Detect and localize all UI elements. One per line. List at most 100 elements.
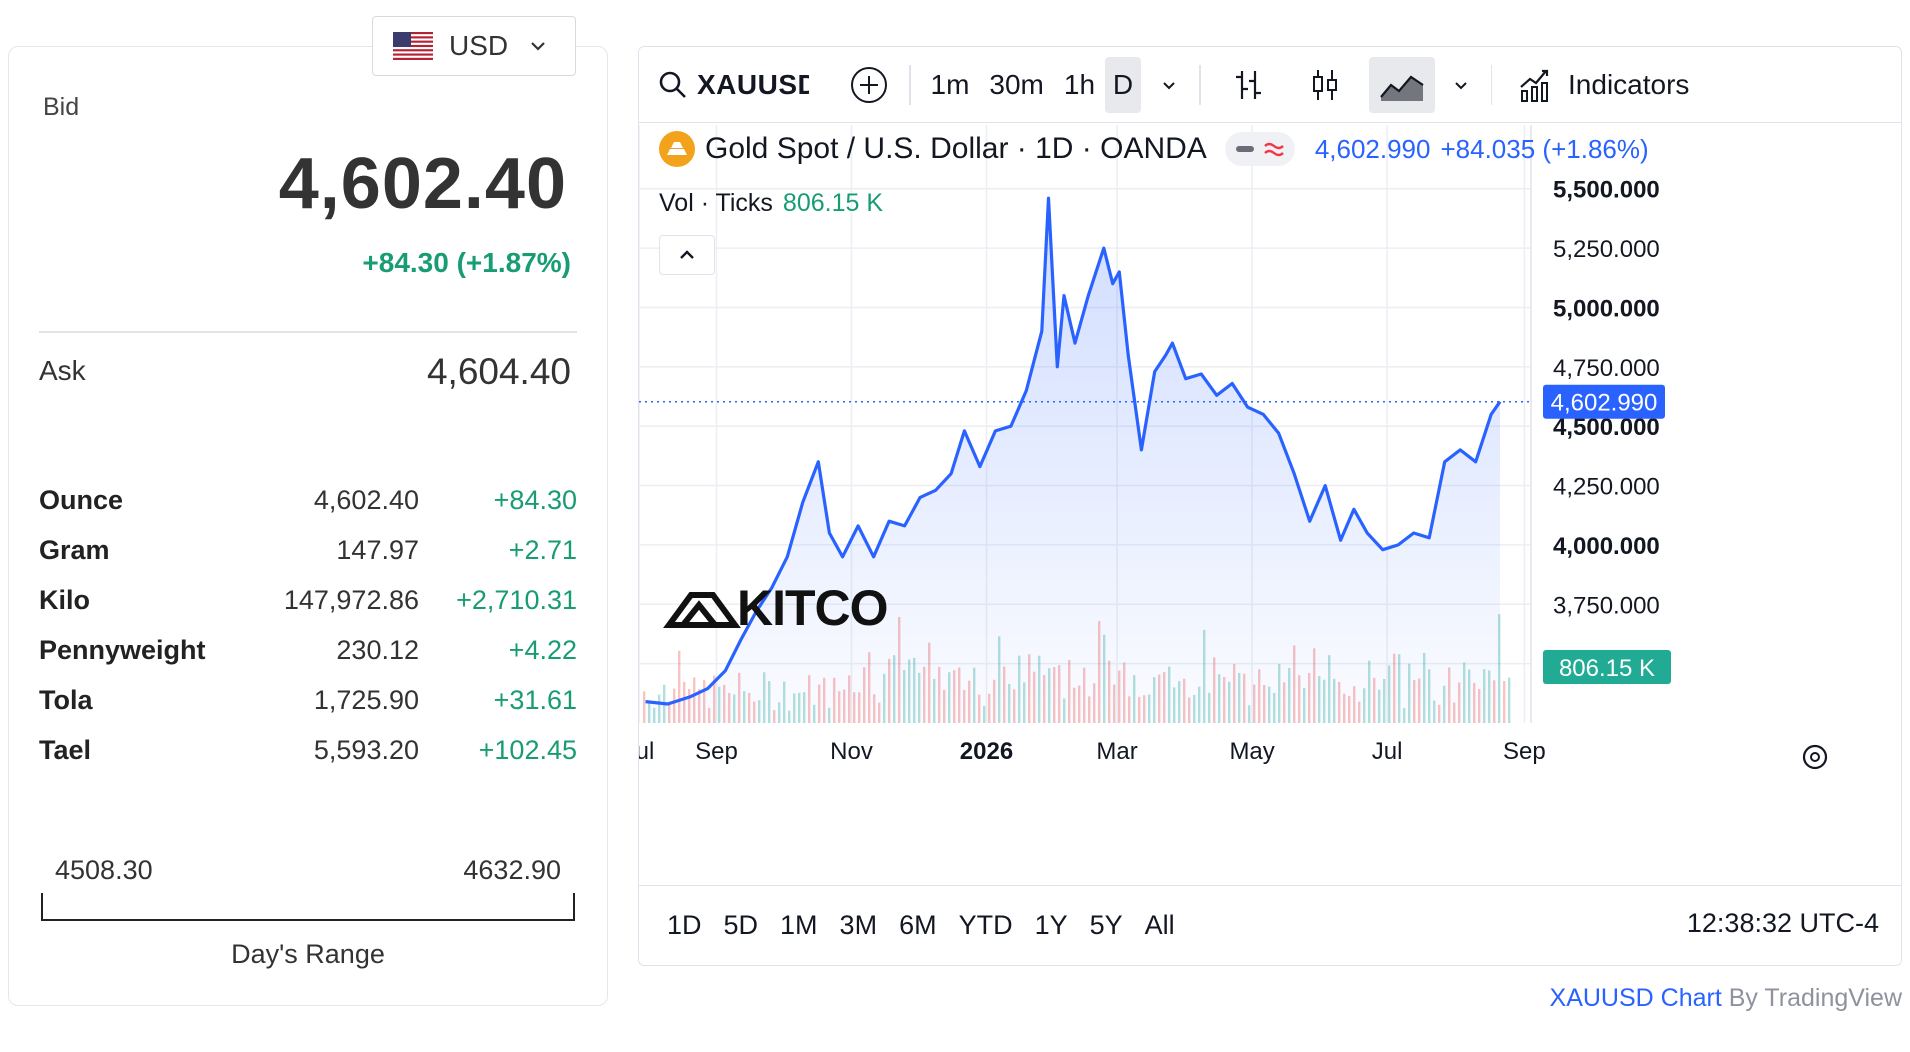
chart-clock[interactable]: 12:38:32 UTC-4: [1686, 908, 1879, 938]
attribution-text: By TradingView: [1728, 984, 1902, 1012]
range-tab-1m[interactable]: 1M: [780, 910, 818, 940]
y-tick-label: 3,750.000: [1553, 592, 1660, 619]
unit-change: +4.22: [508, 634, 577, 665]
unit-change: +31.61: [493, 684, 577, 715]
candlestick-icon: [1312, 69, 1337, 100]
toolbar-divider: [1490, 64, 1493, 105]
attribution-link[interactable]: XAUUSD Chart: [1549, 984, 1722, 1012]
range-tab-1d[interactable]: 1D: [667, 910, 702, 940]
day-range-high: 4632.90: [463, 855, 561, 885]
indicators-label: Indicators: [1568, 68, 1690, 100]
x-tick-label: Nov: [830, 738, 873, 765]
bid-label: Bid: [43, 93, 80, 121]
search-icon: [659, 71, 686, 98]
y-tick-label: 5,500.000: [1553, 177, 1660, 204]
range-tab-all[interactable]: All: [1144, 910, 1175, 940]
unit-table: Ounce 4,602.40 +84.30 Gram 147.97 +2.71 …: [39, 475, 577, 775]
unit-change: +2,710.31: [456, 584, 577, 615]
ask-label: Ask: [39, 355, 86, 386]
unit-name: Ounce: [39, 484, 124, 515]
day-range-label: Day's Range: [231, 939, 385, 969]
chart-toolbar: XAUUSD 1m 30m 1h D Indicators: [639, 47, 1901, 123]
gold-logo-icon: [659, 131, 695, 167]
bars-style-button[interactable]: [1221, 57, 1277, 113]
range-tab-3m[interactable]: 3M: [839, 910, 878, 940]
volume-bar: [643, 691, 646, 723]
last-price-tag-label: 4,602.990: [1551, 390, 1658, 417]
interval-1h[interactable]: 1h: [1063, 68, 1096, 100]
unit-row-tael: Tael 5,593.20 +102.45: [39, 725, 577, 775]
x-tick-label: Mar: [1096, 738, 1137, 765]
us-flag-icon: [393, 32, 433, 60]
attribution: XAUUSD Chart By TradingView: [1550, 984, 1902, 1013]
toolbar-divider: [909, 64, 911, 105]
unit-price: 1,725.90: [313, 684, 419, 715]
toolbar-divider: [1199, 64, 1201, 105]
x-tick-label: Sep: [695, 738, 738, 765]
interval-dropdown[interactable]: [1149, 57, 1189, 113]
interval-d[interactable]: D: [1105, 56, 1142, 113]
settings-icon-center: [1810, 752, 1820, 762]
legend-badge[interactable]: [1224, 132, 1295, 166]
x-tick-label: Jul: [639, 738, 654, 765]
bid-change: +84.30 (+1.87%): [362, 247, 571, 278]
bars-chart-icon: [1235, 70, 1261, 99]
y-tick-label: 5,000.000: [1553, 295, 1660, 322]
x-tick-label: 2026: [960, 738, 1013, 765]
unit-name: Gram: [39, 534, 110, 565]
range-tab-5y[interactable]: 5Y: [1089, 910, 1123, 940]
candles-style-button[interactable]: [1297, 57, 1353, 113]
currency-select[interactable]: USD: [372, 16, 576, 76]
indicators-button[interactable]: Indicators: [1508, 57, 1699, 113]
price-chart[interactable]: 3,500.0003,750.0004,000.0004,250.0004,50…: [639, 125, 1901, 885]
last-price-tag: [1543, 384, 1665, 419]
range-tab-5d[interactable]: 5D: [723, 910, 759, 940]
interval-1m[interactable]: 1m: [930, 68, 970, 100]
unit-row-ounce: Ounce 4,602.40 +84.30: [39, 475, 577, 525]
interval-30m[interactable]: 30m: [989, 68, 1044, 100]
volume-legend: Vol · Ticks 806.15 K: [659, 189, 883, 218]
unit-name: Tael: [39, 734, 92, 765]
chart-widget: XAUUSD 1m 30m 1h D Indicators: [638, 46, 1902, 966]
bid-price: 4,602.40: [278, 144, 567, 224]
price-area: [645, 198, 1501, 723]
unit-change: +2.71: [508, 534, 577, 565]
volume-tag: [1543, 650, 1671, 684]
range-tab-1y[interactable]: 1Y: [1034, 910, 1068, 940]
unit-row-pennyweight: Pennyweight 230.12 +4.22: [39, 625, 577, 675]
volume-tag-label: 806.15 K: [1559, 655, 1655, 682]
legend-change: +84.035 (+1.86%): [1440, 133, 1649, 164]
kitco-wordmark: KITCO: [737, 580, 888, 636]
x-tick-label: Jul: [1372, 738, 1403, 765]
range-tab-ytd[interactable]: YTD: [958, 910, 1013, 940]
x-tick-label: May: [1229, 738, 1274, 765]
unit-row-kilo: Kilo 147,972.86 +2,710.31: [39, 575, 577, 625]
day-range-low: 4508.30: [55, 855, 153, 885]
range-tab-6m[interactable]: 6M: [899, 910, 937, 940]
unit-price: 230.12: [336, 634, 419, 665]
area-chart-icon: [1379, 75, 1424, 101]
unit-price: 147.97: [336, 534, 419, 565]
currency-code: USD: [449, 30, 509, 61]
volume-bar: [678, 650, 681, 723]
unit-price: 147,972.86: [283, 584, 419, 615]
ask-price: 4,604.40: [426, 351, 571, 392]
chart-style-dropdown[interactable]: [1441, 57, 1481, 113]
area-style-button[interactable]: [1368, 56, 1435, 113]
volume-bar: [1508, 677, 1511, 723]
chevron-down-icon: [531, 42, 545, 51]
approx-icon: [1263, 142, 1284, 157]
kitco-watermark: [663, 592, 741, 628]
settings-icon[interactable]: [1802, 744, 1828, 770]
unit-change: +102.45: [478, 734, 577, 765]
unit-name: Tola: [39, 684, 93, 715]
chevron-down-icon: [1163, 81, 1175, 89]
chevron-up-icon: [680, 250, 694, 259]
volume-label: Vol · Ticks: [659, 189, 773, 217]
divider: [39, 331, 577, 333]
compare-symbol-button[interactable]: [839, 57, 899, 113]
volume-bar: [1503, 680, 1506, 723]
collapse-legend-button[interactable]: [659, 235, 715, 275]
symbol-search[interactable]: XAUUSD: [639, 57, 819, 113]
day-range-bar: [41, 893, 575, 921]
